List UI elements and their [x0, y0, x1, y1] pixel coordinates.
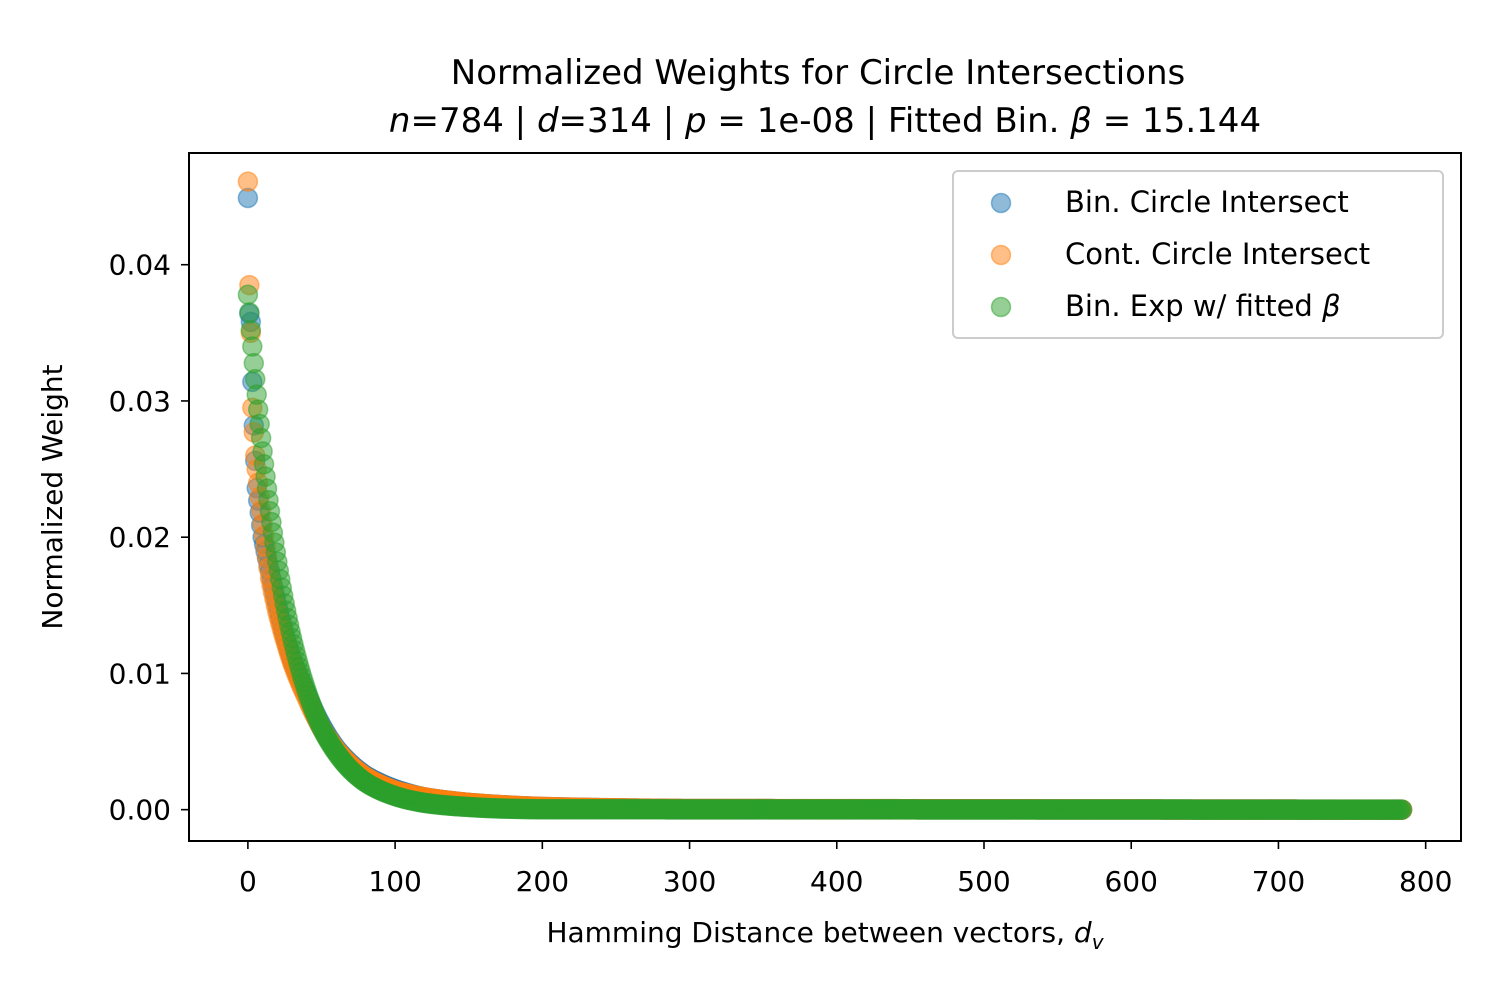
legend-label: Bin. Circle Intersect: [1065, 185, 1349, 219]
legend-marker: [990, 296, 1012, 318]
x-tick-label: 0: [239, 865, 257, 898]
subtitle-part: d: [537, 101, 559, 141]
data-point: [1391, 799, 1413, 820]
plot-area: 0 100 200 300 400 500 600 700 800 0.00 0.01 0.02 0.0…: [109, 152, 1462, 898]
subtitle-part: p: [684, 101, 707, 141]
x-axis-label-var: d: [1074, 916, 1092, 949]
y-tick-label: 0.02: [109, 521, 171, 554]
data-point: [237, 284, 259, 305]
y-tick-label: 0.03: [109, 385, 171, 418]
series-3: [237, 284, 1413, 820]
data-point: [239, 302, 260, 323]
x-axis-label-text: Hamming Distance between vectors,: [546, 916, 1073, 949]
subtitle-part: = 15.144: [1092, 101, 1261, 141]
x-tick-label: 200: [516, 865, 569, 898]
subtitle-part: n: [389, 101, 411, 141]
x-tick-label: 700: [1252, 865, 1305, 898]
x-tick-label: 800: [1399, 865, 1452, 898]
legend-marker: [990, 192, 1012, 214]
legend-marker: [990, 244, 1012, 266]
legend: Bin. Circle Intersect Cont. Circle Inters…: [952, 170, 1444, 339]
x-tick-label: 400: [810, 865, 863, 898]
subtitle-part: = 1e-08 | Fitted Bin.: [707, 101, 1071, 141]
plot-frame: [188, 152, 1462, 842]
x-tick-label: 600: [1104, 865, 1157, 898]
data-point: [237, 171, 259, 192]
x-axis-label-sub: v: [1092, 930, 1105, 954]
chart-title: Normalized Weights for Circle Intersecti…: [451, 53, 1185, 93]
legend-label: Cont. Circle Intersect: [1065, 237, 1370, 271]
y-tick-label: 0.04: [109, 249, 171, 282]
x-tick-label: 100: [368, 865, 421, 898]
legend-box: [952, 170, 1444, 339]
legend-label: Bin. Exp w/ fitted β: [1065, 289, 1341, 323]
y-axis-label: Normalized Weight: [36, 364, 69, 629]
x-axis-label: Hamming Distance between vectors, dv: [546, 916, 1104, 954]
subtitle-part: =784 |: [410, 101, 536, 141]
subtitle-part: β: [1069, 101, 1092, 141]
subtitle-part: =314 |: [559, 101, 685, 141]
chart-subtitle: n=784 | d=314 | p = 1e-08 | Fitted Bin. …: [389, 101, 1261, 141]
x-tick-label: 300: [663, 865, 716, 898]
y-tick-label: 0.00: [109, 794, 171, 827]
y-tick-label: 0.01: [109, 657, 171, 690]
x-tick-label: 500: [957, 865, 1010, 898]
